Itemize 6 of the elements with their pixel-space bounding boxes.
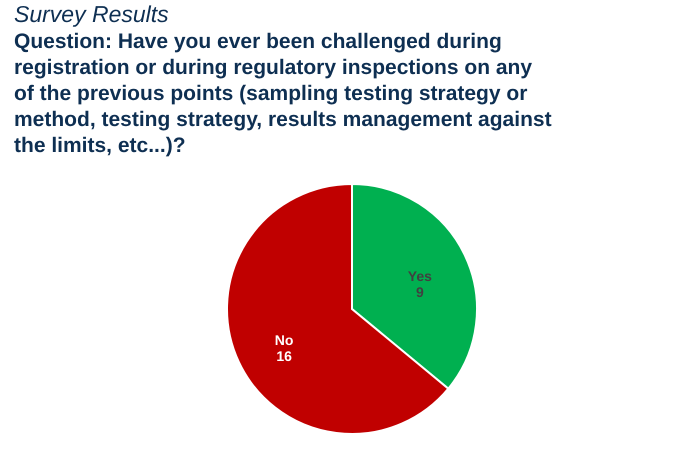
chart-title: Survey Results	[14, 1, 170, 27]
slice-label: Yes	[408, 268, 432, 284]
chart-subtitle: Question: Have you ever been challenged during registration or during regulatory inspections on any of the previous points (sampling testing strategy or method, testing strategy, results management against the limits, etc...)?	[14, 30, 552, 157]
data-label: 9	[416, 284, 424, 300]
slice-label: No	[274, 332, 294, 348]
data-label: 16	[276, 348, 292, 364]
